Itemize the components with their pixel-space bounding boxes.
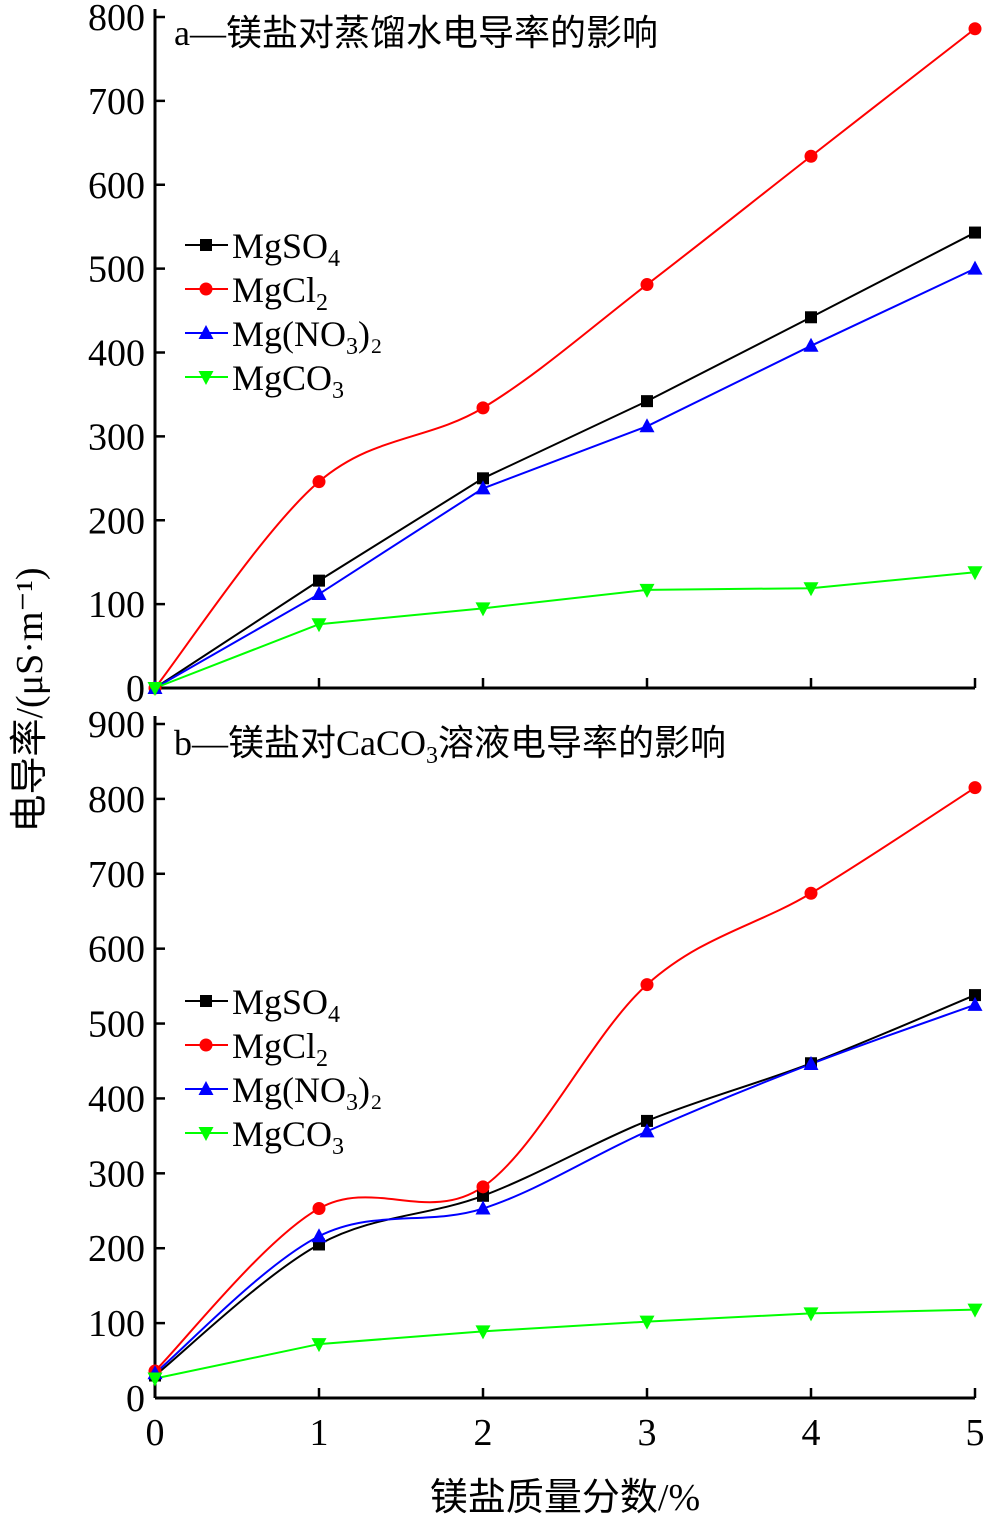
y-tick-label: 600 [88, 929, 145, 971]
y-tick-label: 500 [88, 249, 145, 291]
data-point-mgco3 [803, 1307, 819, 1322]
x-tick-label: 3 [638, 1412, 657, 1454]
legend-marker-triangle-down [198, 1127, 214, 1141]
data-point-mgcl2 [804, 149, 818, 163]
data-point-mgso4 [641, 395, 653, 408]
series-line-mgco3 [154, 571, 976, 689]
data-point-mgno32 [967, 996, 983, 1011]
data-point-mgno32 [475, 480, 491, 495]
series-line-mgso4 [154, 231, 976, 689]
data-point-mgno32 [803, 1055, 819, 1070]
data-point-mgco3 [475, 602, 491, 617]
y-tick-label: 300 [88, 416, 145, 458]
data-point-mgno32 [803, 337, 819, 352]
data-point-mgcl2 [640, 978, 654, 992]
legend-marker-triangle-up [198, 325, 214, 339]
y-tick-label: 200 [88, 500, 145, 542]
y-tick-label: 400 [88, 333, 145, 375]
data-point-mgcl2 [312, 1202, 326, 1216]
data-point-mgno32 [475, 1200, 491, 1215]
data-point-mgcl2 [968, 781, 982, 795]
data-point-mgco3 [803, 582, 819, 597]
legend-label: Mg(NO3)₂ [232, 1070, 383, 1116]
series-line-mgco3 [154, 1308, 976, 1380]
data-point-mgno32 [967, 260, 983, 275]
x-tick-label: 4 [802, 1412, 821, 1454]
data-point-mgco3 [639, 1315, 655, 1330]
data-point-mgno32 [311, 1228, 327, 1243]
y-tick-label: 200 [88, 1228, 145, 1270]
data-point-mgcl2 [640, 278, 654, 292]
legend-marker-triangle-up [198, 1081, 214, 1095]
x-tick-label: 5 [966, 1412, 985, 1454]
legend-label: MgCO3 [232, 358, 344, 404]
data-point-mgno32 [639, 418, 655, 433]
y-tick-label: 0 [126, 668, 145, 710]
y-tick-label: 100 [88, 584, 145, 626]
x-tick-label: 1 [310, 1412, 329, 1454]
legend-label: MgSO4 [232, 226, 340, 272]
legend-label: MgCl2 [232, 270, 328, 316]
panel-a: 0 100 200 300 400 500 600 700 800 a—镁盐对蒸馏水电导率的影响 M… [88, 0, 983, 710]
data-point-mgco3 [967, 566, 983, 581]
x-axis-title: 镁盐质量分数/% [430, 1477, 700, 1519]
panel-title: b—镁盐对CaCO3溶液电导率的影响 [174, 723, 726, 769]
panel-b: 0 100 200 300 400 500 600 700 800 900 0 1 2 3 4 5 b—镁盐对C… [88, 704, 985, 1454]
x-tick-label: 0 [146, 1412, 165, 1454]
data-point-mgcl2 [476, 401, 490, 415]
legend-marker-triangle-down [198, 371, 214, 385]
y-axis-title: 电导率/(μS·m⁻¹) [9, 567, 51, 832]
data-point-mgso4 [313, 574, 325, 587]
legend-marker-circle [199, 282, 213, 296]
y-tick-label: 0 [126, 1378, 145, 1420]
series-line-mgcl2 [154, 786, 976, 1372]
y-tick-label: 800 [88, 779, 145, 821]
data-point-mgso4 [969, 989, 981, 1002]
x-tick-label: 2 [474, 1412, 493, 1454]
y-tick-label: 700 [88, 81, 145, 123]
y-tick-label: 700 [88, 854, 145, 896]
data-point-mgso4 [969, 226, 981, 239]
data-point-mgcl2 [968, 22, 982, 36]
data-point-mgso4 [641, 1114, 653, 1127]
legend-marker-square [200, 239, 212, 251]
legend-marker-square [200, 995, 212, 1007]
data-point-mgso4 [477, 1189, 489, 1202]
data-point-mgso4 [477, 472, 489, 485]
legend-label: MgCO3 [232, 1114, 344, 1160]
y-tick-label: 600 [88, 165, 145, 207]
series-line-mgno32 [154, 267, 976, 689]
data-point-mgco3 [639, 583, 655, 598]
data-point-mgco3 [147, 1372, 163, 1387]
data-point-mgco3 [475, 1325, 491, 1340]
data-point-mgso4 [805, 311, 817, 324]
data-point-mgco3 [311, 618, 327, 633]
data-point-mgno32 [639, 1123, 655, 1138]
data-point-mgco3 [147, 682, 163, 696]
legend-label: MgSO4 [232, 982, 340, 1028]
data-point-mgno32 [311, 586, 327, 601]
series-line-mgno32 [154, 1003, 976, 1375]
data-point-mgco3 [311, 1338, 327, 1353]
y-tick-label: 300 [88, 1153, 145, 1195]
data-point-mgcl2 [804, 886, 818, 900]
y-tick-label: 500 [88, 1004, 145, 1046]
y-tick-label: 100 [88, 1303, 145, 1345]
data-point-mgcl2 [312, 475, 326, 489]
data-point-mgco3 [967, 1303, 983, 1318]
legend-marker-circle [199, 1038, 213, 1052]
data-point-mgcl2 [476, 1180, 490, 1194]
panel-title: a—镁盐对蒸馏水电导率的影响 [174, 13, 658, 53]
legend-label: MgCl2 [232, 1026, 328, 1072]
y-tick-label: 800 [88, 0, 145, 39]
y-tick-label: 400 [88, 1078, 145, 1120]
series-line-mgcl2 [154, 27, 976, 689]
y-tick-label: 900 [88, 704, 145, 746]
legend-label: Mg(NO3)₂ [232, 314, 383, 360]
